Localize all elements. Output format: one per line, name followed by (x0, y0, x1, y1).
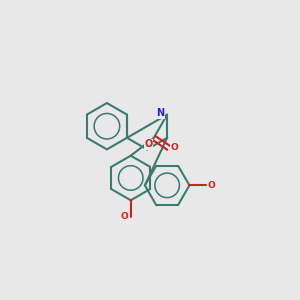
Text: O: O (207, 181, 215, 190)
Text: O: O (121, 212, 129, 221)
Text: N: N (157, 108, 165, 118)
Text: O: O (144, 139, 153, 149)
Text: O: O (170, 143, 178, 152)
